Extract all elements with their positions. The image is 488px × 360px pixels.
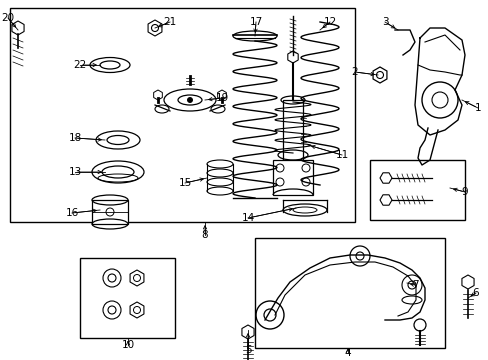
Circle shape <box>186 97 193 103</box>
Text: 5: 5 <box>244 345 251 355</box>
Bar <box>254 238 444 348</box>
Text: 7: 7 <box>411 280 417 290</box>
Bar <box>272 160 312 195</box>
Text: 16: 16 <box>65 208 79 218</box>
Text: 2: 2 <box>351 67 358 77</box>
Bar <box>369 160 464 220</box>
Bar <box>80 258 175 338</box>
Text: 3: 3 <box>381 17 387 27</box>
Text: 15: 15 <box>178 178 191 188</box>
Text: 19: 19 <box>215 93 228 103</box>
Text: 22: 22 <box>73 60 86 70</box>
Text: 20: 20 <box>1 13 15 23</box>
Text: 17: 17 <box>249 17 262 27</box>
Text: 11: 11 <box>335 150 348 160</box>
Text: 1: 1 <box>474 103 480 113</box>
Text: 10: 10 <box>121 340 134 350</box>
Text: 21: 21 <box>163 17 176 27</box>
Bar <box>283 100 303 160</box>
Bar <box>10 8 354 222</box>
Text: 12: 12 <box>323 17 336 27</box>
Text: 9: 9 <box>461 187 468 197</box>
Text: 6: 6 <box>472 288 478 298</box>
Bar <box>92 200 128 224</box>
Text: 18: 18 <box>68 133 81 143</box>
Text: 8: 8 <box>201 230 208 240</box>
Text: 13: 13 <box>68 167 81 177</box>
Text: 14: 14 <box>241 213 254 223</box>
Text: 4: 4 <box>344 348 350 358</box>
